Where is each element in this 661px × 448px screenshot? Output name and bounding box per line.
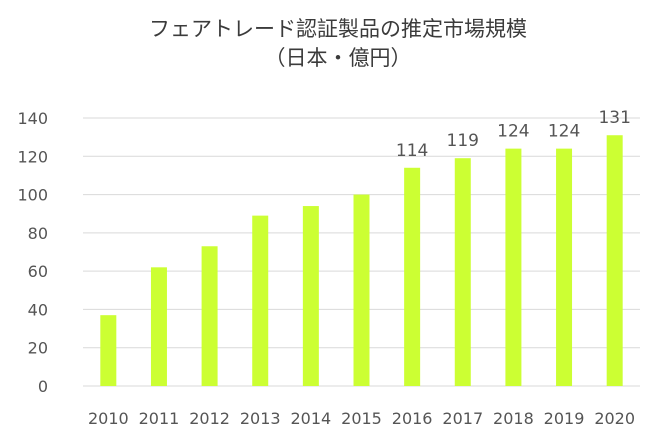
data-label-2019: 124 <box>548 122 580 142</box>
y-tick-label: 80 <box>28 224 48 243</box>
x-tick-label: 2013 <box>240 409 281 428</box>
y-tick-label: 100 <box>17 186 48 205</box>
bar-2016 <box>404 167 421 386</box>
bar-2014 <box>302 206 319 386</box>
data-label-2018: 124 <box>497 122 529 142</box>
chart-subtitle: （日本・億円） <box>265 46 412 70</box>
y-tick-label: 40 <box>28 300 48 319</box>
bar-2017 <box>454 158 471 386</box>
x-tick-label: 2017 <box>442 409 483 428</box>
x-tick-label: 2012 <box>189 409 230 428</box>
x-tick-label: 2015 <box>341 409 382 428</box>
bar-2018 <box>505 148 522 386</box>
data-label-2020: 131 <box>598 108 630 128</box>
y-tick-label: 0 <box>38 377 48 396</box>
x-axis-tick-labels: 2010 2011 2012 2013 2014 2015 2016 2017 2018 2019… <box>88 409 635 428</box>
x-tick-label: 2019 <box>544 409 585 428</box>
bars <box>100 135 623 386</box>
x-tick-label: 2010 <box>88 409 129 428</box>
y-tick-label: 120 <box>17 147 48 166</box>
x-tick-label: 2016 <box>392 409 433 428</box>
y-tick-label: 60 <box>28 262 48 281</box>
x-tick-label: 2011 <box>139 409 180 428</box>
bar-2019 <box>556 148 573 386</box>
chart-title: フェアトレード認証製品の推定市場規模 <box>149 17 527 41</box>
data-label-2017: 119 <box>447 131 479 151</box>
bar-2012 <box>201 246 218 386</box>
data-labels: 114 119 124 124 131 <box>396 108 631 161</box>
bar-2011 <box>150 267 167 386</box>
data-label-2016: 114 <box>396 141 428 161</box>
bar-2010 <box>100 315 117 386</box>
y-axis-tick-labels: 0 20 40 60 80 100 120 140 <box>17 109 48 396</box>
bar-2013 <box>252 215 269 386</box>
x-tick-label: 2020 <box>594 409 635 428</box>
y-tick-label: 140 <box>17 109 48 128</box>
bar-2015 <box>353 194 370 386</box>
x-tick-label: 2014 <box>291 409 332 428</box>
bar-2020 <box>606 135 623 386</box>
x-tick-label: 2018 <box>493 409 534 428</box>
y-tick-label: 20 <box>28 339 48 358</box>
